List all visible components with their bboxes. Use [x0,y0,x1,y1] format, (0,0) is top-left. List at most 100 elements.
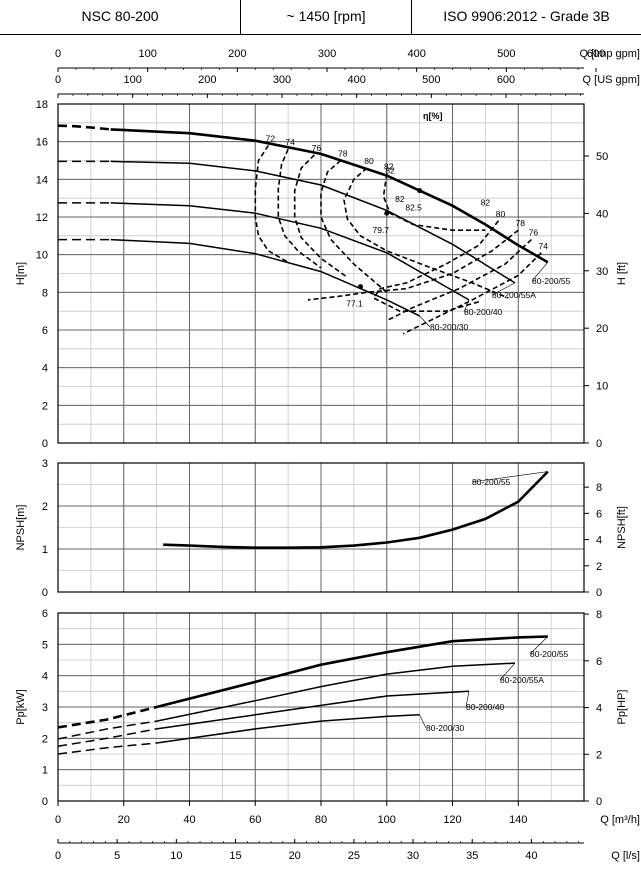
efficiency-label: 74 [539,241,549,251]
lps-axis-label: Q [l/s] [611,850,640,862]
right-tick-label: 10 [596,381,608,393]
plot-frame [57,462,585,593]
y-tick-label: 10 [36,250,48,262]
y-tick-label: 8 [42,287,48,299]
curve-label: 80-200/55A [492,290,536,300]
efficiency-label: 82 [395,194,405,204]
lps-tick-label: 15 [229,850,241,862]
y-axis-label: H[m] [15,262,27,285]
top-axis-label: Q [US gpm] [583,74,640,86]
curve-dashed-segment [57,124,111,131]
efficiency-label: 72 [266,133,276,143]
efficiency-contour [372,220,500,312]
right-tick-label: 40 [596,208,608,220]
y-tick-label: 3 [42,458,48,470]
x-tick-label: 100 [378,814,396,826]
x-tick-label: 60 [249,814,261,826]
right-tick-label: 20 [596,323,608,335]
curve-label: 80-200/30 [430,322,469,332]
efficiency-contour [293,154,348,278]
top-axis-tick-label: 200 [198,74,216,86]
curve-80-200-55A [110,160,516,284]
curve-label-leader [531,262,549,282]
lps-tick-label: 35 [466,850,478,862]
curve-dashed-segment [57,720,157,740]
pump-model: NSC 80-200 [81,8,159,24]
y-tick-label: 2 [42,733,48,745]
efficiency-contour [307,229,519,301]
curve-80-200-55 [156,635,548,709]
right-tick-label: 8 [596,609,602,621]
efficiency-contour [402,252,542,335]
y-tick-label: 6 [42,608,48,620]
x-tick-label: 120 [443,814,461,826]
efficiency-unit-label: η[%] [423,111,443,121]
efficiency-contour [382,173,486,231]
right-tick-label: 2 [596,561,602,573]
right-tick-label: 6 [596,508,602,520]
top-axis-tick-label: 300 [273,74,291,86]
y-tick-label: 0 [42,438,48,450]
bep-label: 79.7 [372,225,389,235]
curve-80-200-55 [163,470,549,549]
curve-80-200-30 [156,714,420,744]
top-axis-tick-label: 500 [422,74,440,86]
curve-80-200-55A [156,662,516,722]
right-tick-label: 30 [596,266,608,278]
bep-point [384,210,390,216]
lps-tick-label: 0 [55,850,61,862]
right-tick-label: 0 [596,587,602,599]
top-axis-tick-label: 500 [497,48,515,60]
efficiency-label: 82 [384,162,394,172]
right-tick-label: 50 [596,151,608,163]
right-tick-label: 4 [596,703,602,715]
y-tick-label: 0 [42,587,48,599]
right-tick-label: 2 [596,749,602,761]
efficiency-contour [320,159,388,293]
top-axis-tick-label: 0 [55,74,61,86]
top-axis-tick-label: 400 [347,74,365,86]
right-tick-label: 0 [596,796,602,808]
plot-frame [57,103,585,444]
right-tick-label: 6 [596,656,602,668]
y-tick-label: 4 [42,363,48,375]
curve-dashed-segment [57,742,157,755]
efficiency-label: 76 [312,143,322,153]
y-tick-label: 12 [36,212,48,224]
lps-tick-label: 40 [525,850,537,862]
header-bar: NSC 80-200 ~ 1450 [rpm] ISO 9906:2012 - … [0,0,641,35]
y-tick-label: 0 [42,796,48,808]
top-axis-tick-label: 0 [55,48,61,60]
y-tick-label: 3 [42,702,48,714]
right-tick-label: 0 [596,438,602,450]
x-axis-label: Q [m³/h] [600,814,640,826]
curve-label: 80-200/40 [464,307,503,317]
curve-dashed-segment [57,705,157,729]
curve-label-leader [419,714,427,729]
top-axis-tick-label: 200 [228,48,246,60]
curve-label: 80-200/40 [466,702,505,712]
curve-label: 80-200/55 [532,276,571,286]
x-tick-label: 40 [183,814,195,826]
curve-label: 80-200/55 [472,477,511,487]
efficiency-contour [254,144,289,263]
top-axis-tick-label: 600 [587,48,605,60]
x-tick-label: 0 [55,814,61,826]
top-axis-tick-label: 400 [408,48,426,60]
y-tick-label: 18 [36,99,48,111]
curve-80-200-40 [110,202,470,301]
efficiency-label: 74 [285,137,295,147]
efficiency-label: 76 [529,228,539,238]
bep-label: 77.1 [346,299,363,309]
bep-point [417,188,423,194]
curve-label: 80-200/55 [530,649,569,659]
curve-label-leader [499,662,516,681]
curve-label-leader [529,636,549,655]
curve-80-200-30 [110,238,420,317]
curve-80-200-40 [156,690,469,730]
y-axis-label: Pp[kW] [15,689,27,724]
lps-tick-label: 5 [114,850,120,862]
right-axis-label: NPSH[ft] [616,506,628,549]
y-tick-label: 6 [42,325,48,337]
